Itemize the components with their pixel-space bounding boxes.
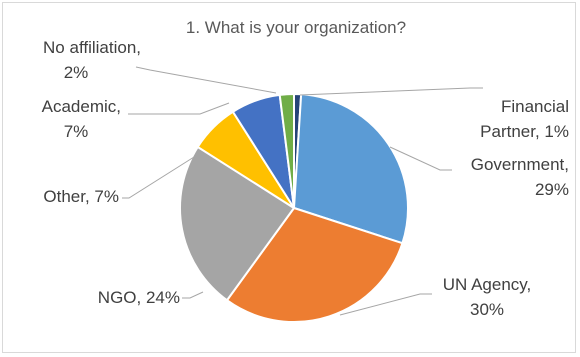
data-label-un-agency-line1: UN Agency, bbox=[443, 275, 532, 294]
data-label-other: Other, 7% bbox=[43, 187, 119, 206]
chart-border bbox=[2, 2, 576, 353]
leader-line-financial-partner bbox=[299, 87, 483, 96]
data-label-government-line1: Government, bbox=[471, 155, 569, 174]
data-label-no-affiliation-line2: 2% bbox=[64, 63, 89, 82]
slice-un-agency bbox=[225, 206, 404, 323]
data-label-academic-line1: Academic, bbox=[42, 97, 121, 116]
data-label-government-line2: 29% bbox=[535, 180, 569, 199]
slice-government bbox=[292, 93, 409, 245]
slice-no-affiliation bbox=[278, 92, 295, 209]
data-label-un-agency-line2: 30% bbox=[470, 300, 504, 319]
data-label-ngo: NGO, 24% bbox=[98, 288, 180, 307]
leader-line-government bbox=[389, 146, 452, 171]
data-label-academic-line2: 7% bbox=[64, 122, 89, 141]
data-label-no-affiliation-line1: No affiliation, bbox=[43, 38, 141, 57]
data-labels: Financial Partner, 1% Government, 29% UN Age… bbox=[42, 38, 569, 319]
leader-line-other bbox=[122, 156, 195, 199]
leader-line-un-agency bbox=[339, 293, 432, 316]
pie-slices bbox=[179, 92, 409, 323]
leader-line-academic bbox=[128, 102, 230, 115]
data-label-financial-partner-line2: Partner, 1% bbox=[480, 122, 569, 141]
leader-line-ngo bbox=[182, 291, 204, 299]
data-label-financial-partner-line1: Financial bbox=[501, 97, 569, 116]
leader-line-no-affiliation bbox=[135, 66, 277, 94]
slice-ngo bbox=[179, 145, 296, 302]
leader-lines bbox=[122, 66, 483, 316]
chart-title: 1. What is your organization? bbox=[186, 18, 406, 37]
